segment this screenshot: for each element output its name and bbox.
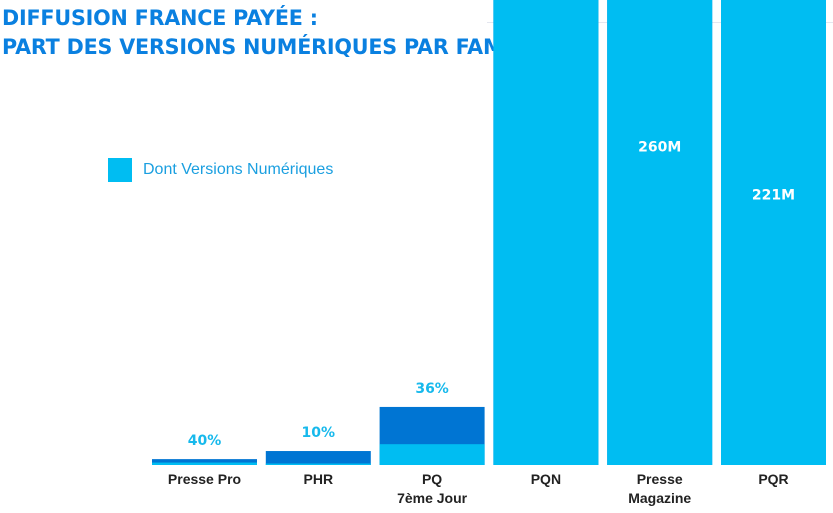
category-label: Presse Pro <box>168 471 241 487</box>
legend: Dont Versions Numériques <box>108 158 333 182</box>
category-label-line2: 7ème Jour <box>397 490 468 506</box>
category-label: Presse <box>637 471 683 487</box>
bar-group: 36% PQ 7ème Jour <box>379 381 485 506</box>
category-label: PQ <box>422 471 442 487</box>
bar-group: 40% Presse Pro <box>152 433 257 487</box>
pct-label: 10% <box>302 425 336 441</box>
inside-value-label: 260M <box>638 140 681 156</box>
bar-digital <box>721 0 826 466</box>
chart-title-line-2: PART DES VERSIONS NUMÉRIQUES PAR FAMILLE <box>2 35 551 59</box>
bar-digital <box>265 463 371 465</box>
bar-group: 79%386MPQN <box>493 0 599 487</box>
legend-label: Dont Versions Numériques <box>143 161 334 178</box>
bar-digital <box>379 444 485 465</box>
bar-digital <box>607 0 713 465</box>
bar-digital <box>493 0 599 465</box>
pct-label: 36% <box>415 381 449 397</box>
bar-digital <box>152 462 257 465</box>
bar-total <box>265 451 371 465</box>
bar-total <box>152 459 257 465</box>
legend-swatch-digital <box>108 158 132 182</box>
category-label: PQR <box>758 471 788 487</box>
category-label-line2: Magazine <box>628 490 691 506</box>
inside-value-label: 221M <box>752 187 795 203</box>
category-label: PHR <box>304 471 334 487</box>
category-label: PQN <box>531 471 561 487</box>
bar-group: 10% PHR <box>265 425 371 487</box>
chart-title-line-1: DIFFUSION FRANCE PAYÉE : <box>2 6 318 30</box>
pct-label: 40% <box>188 433 222 449</box>
